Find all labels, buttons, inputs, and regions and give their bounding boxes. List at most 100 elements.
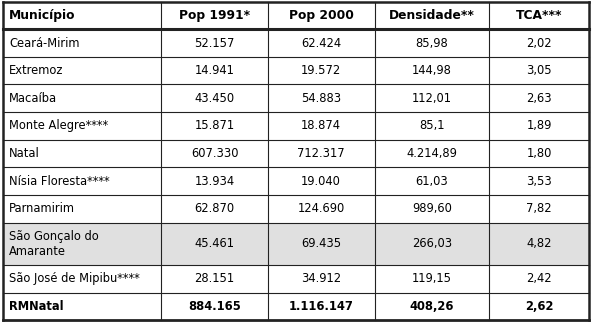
Text: Pop 2000: Pop 2000 <box>289 9 353 22</box>
Text: 61,03: 61,03 <box>416 175 448 188</box>
Bar <box>375 2 490 29</box>
Text: Município: Município <box>9 9 75 22</box>
Bar <box>268 84 375 112</box>
Text: 3,05: 3,05 <box>526 64 552 77</box>
Text: 14.941: 14.941 <box>195 64 234 77</box>
Text: 43.450: 43.450 <box>195 92 234 105</box>
Text: São José de Mipibu****: São José de Mipibu**** <box>9 272 140 285</box>
Bar <box>375 223 490 265</box>
Text: 1.116.147: 1.116.147 <box>289 300 353 313</box>
Bar <box>375 57 490 84</box>
Bar <box>375 195 490 223</box>
Bar <box>161 265 268 293</box>
Bar <box>268 140 375 167</box>
Text: 52.157: 52.157 <box>194 37 234 50</box>
Bar <box>490 57 589 84</box>
Bar <box>375 29 490 57</box>
Bar <box>268 2 375 29</box>
Bar <box>3 84 161 112</box>
Bar <box>490 223 589 265</box>
Text: 124.690: 124.690 <box>298 202 345 215</box>
Text: 62.424: 62.424 <box>301 37 341 50</box>
Bar <box>375 167 490 195</box>
Bar <box>490 84 589 112</box>
Bar <box>490 293 589 320</box>
Bar <box>268 29 375 57</box>
Text: Ceará-Mirim: Ceará-Mirim <box>9 37 79 50</box>
Bar <box>161 223 268 265</box>
Bar <box>490 2 589 29</box>
Text: Nísia Floresta****: Nísia Floresta**** <box>9 175 110 188</box>
Bar <box>375 112 490 140</box>
Bar <box>161 84 268 112</box>
Text: São Gonçalo do
Amarante: São Gonçalo do Amarante <box>9 230 99 258</box>
Text: 2,62: 2,62 <box>525 300 554 313</box>
Text: 2,42: 2,42 <box>526 272 552 285</box>
Bar <box>161 2 268 29</box>
Bar <box>3 57 161 84</box>
Text: 884.165: 884.165 <box>188 300 241 313</box>
Bar <box>161 57 268 84</box>
Bar <box>490 167 589 195</box>
Bar <box>161 29 268 57</box>
Text: 34.912: 34.912 <box>301 272 341 285</box>
Text: 712.317: 712.317 <box>297 147 345 160</box>
Bar <box>3 293 161 320</box>
Bar <box>268 112 375 140</box>
Bar <box>268 223 375 265</box>
Text: 18.874: 18.874 <box>301 119 341 132</box>
Bar <box>161 195 268 223</box>
Text: Densidade**: Densidade** <box>389 9 475 22</box>
Bar <box>3 265 161 293</box>
Text: 54.883: 54.883 <box>301 92 341 105</box>
Text: RMNatal: RMNatal <box>9 300 63 313</box>
Bar <box>375 84 490 112</box>
Text: 112,01: 112,01 <box>412 92 452 105</box>
Bar <box>3 112 161 140</box>
Bar <box>268 57 375 84</box>
Text: 45.461: 45.461 <box>195 237 234 251</box>
Bar <box>3 29 161 57</box>
Text: Pop 1991*: Pop 1991* <box>179 9 250 22</box>
Text: 989,60: 989,60 <box>412 202 452 215</box>
Text: 13.934: 13.934 <box>195 175 234 188</box>
Bar <box>3 140 161 167</box>
Text: 62.870: 62.870 <box>195 202 234 215</box>
Text: 1,89: 1,89 <box>526 119 552 132</box>
Bar <box>3 223 161 265</box>
Text: Extremoz: Extremoz <box>9 64 63 77</box>
Text: 28.151: 28.151 <box>195 272 234 285</box>
Bar <box>161 112 268 140</box>
Text: 266,03: 266,03 <box>412 237 452 251</box>
Text: 85,98: 85,98 <box>416 37 448 50</box>
Text: Macaíba: Macaíba <box>9 92 57 105</box>
Text: 4,82: 4,82 <box>526 237 552 251</box>
Text: 69.435: 69.435 <box>301 237 341 251</box>
Text: 1,80: 1,80 <box>526 147 552 160</box>
Text: Monte Alegre****: Monte Alegre**** <box>9 119 108 132</box>
Bar <box>268 195 375 223</box>
Text: 3,53: 3,53 <box>526 175 552 188</box>
Bar <box>268 265 375 293</box>
Text: TCA***: TCA*** <box>516 9 562 22</box>
Bar <box>375 140 490 167</box>
Bar <box>490 265 589 293</box>
Text: 19.572: 19.572 <box>301 64 342 77</box>
Text: 2,63: 2,63 <box>526 92 552 105</box>
Text: 19.040: 19.040 <box>301 175 341 188</box>
Bar <box>490 195 589 223</box>
Bar <box>161 293 268 320</box>
Text: 2,02: 2,02 <box>526 37 552 50</box>
Text: 119,15: 119,15 <box>412 272 452 285</box>
Bar <box>490 29 589 57</box>
Bar <box>161 140 268 167</box>
Text: 7,82: 7,82 <box>526 202 552 215</box>
Bar <box>268 167 375 195</box>
Text: Natal: Natal <box>9 147 40 160</box>
Bar <box>3 195 161 223</box>
Bar <box>490 112 589 140</box>
Bar <box>490 140 589 167</box>
Text: 408,26: 408,26 <box>410 300 454 313</box>
Bar <box>375 293 490 320</box>
Text: 85,1: 85,1 <box>419 119 445 132</box>
